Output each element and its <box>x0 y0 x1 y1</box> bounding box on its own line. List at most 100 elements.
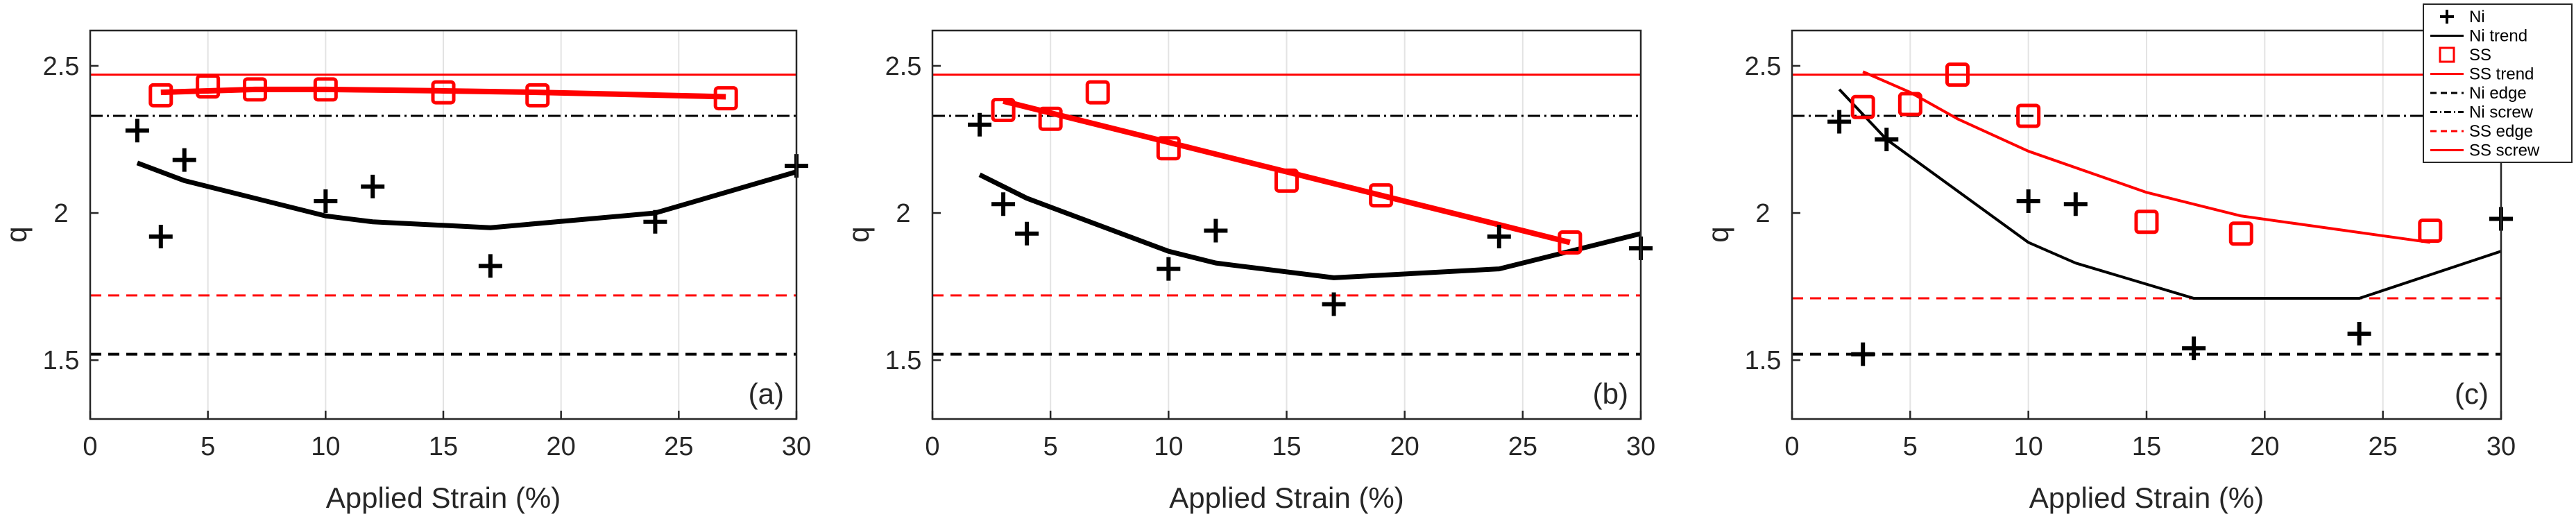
y-tick-label: 2.5 <box>885 52 922 81</box>
ni-point <box>1827 110 1852 134</box>
x-tick-label: 30 <box>1626 432 1655 461</box>
ss-point <box>525 83 550 108</box>
ni-point <box>2347 321 2371 345</box>
x-tick-label: 10 <box>2014 432 2043 461</box>
x-tick-label: 5 <box>1043 432 1058 461</box>
ss-point <box>1897 92 1922 117</box>
legend-item: Ni edge <box>2430 84 2527 103</box>
legend-label: Ni screw <box>2469 103 2534 122</box>
ss-point <box>1558 230 1583 255</box>
ss-point <box>1850 94 1875 119</box>
chart-panel-b: 0 5 10 15 20 25 30 1.5 2 2.5 Applied Strain (%) q (b… <box>842 29 1655 514</box>
panel-label: (a) <box>749 377 784 410</box>
ni-point <box>478 254 502 278</box>
ss-point <box>313 77 338 102</box>
legend-label: Ni trend <box>2469 27 2527 46</box>
x-axis-title: Applied Strain (%) <box>1169 481 1404 514</box>
ss-point <box>1369 183 1394 208</box>
ni-point <box>1157 257 1181 281</box>
x-tick-label: 20 <box>1390 432 1419 461</box>
ni-trend-line <box>978 172 1641 280</box>
ss-point <box>2134 210 2159 234</box>
y-tick-label: 2.5 <box>1745 52 1782 81</box>
x-tick-label: 15 <box>429 432 458 461</box>
x-tick-label: 0 <box>925 432 939 461</box>
ni-point <box>125 119 149 143</box>
x-tick-label: 30 <box>782 432 811 461</box>
panel-label: (c) <box>2455 377 2489 410</box>
ss-point <box>2228 221 2253 246</box>
ni-point <box>1322 292 1346 316</box>
ss-point <box>1945 62 1970 87</box>
ss-point <box>431 80 456 105</box>
legend-item: Ni trend <box>2430 27 2527 46</box>
y-tick-label: 2 <box>896 199 910 228</box>
y-axis-title: q <box>842 226 875 242</box>
ni-point <box>1487 224 1511 248</box>
ni-point <box>1204 219 1228 243</box>
y-tick-label: 1.5 <box>43 346 80 375</box>
ni-point <box>314 189 338 214</box>
legend-box <box>2423 3 2573 163</box>
legend-swatch <box>2439 46 2455 63</box>
ni-point <box>148 224 173 248</box>
ss-point <box>1085 80 1110 105</box>
ni-point <box>1875 127 1899 151</box>
x-tick-label: 5 <box>201 432 215 461</box>
ss-point <box>991 98 1016 123</box>
x-tick-label: 20 <box>2250 432 2279 461</box>
x-tick-label: 0 <box>83 432 97 461</box>
y-tick-label: 1.5 <box>885 346 922 375</box>
y-tick-label: 2 <box>53 199 68 228</box>
ni-point <box>2182 336 2206 361</box>
legend-item: Ni <box>2440 8 2485 26</box>
ni-point <box>172 148 196 172</box>
ss-point <box>2016 103 2041 128</box>
x-tick-label: 25 <box>1508 432 1537 461</box>
ss-point <box>196 74 221 99</box>
ss-point <box>1156 136 1181 161</box>
y-axis-title: q <box>0 226 33 242</box>
ss-point <box>1038 106 1063 131</box>
ss-trend-line <box>160 86 726 100</box>
x-tick-label: 0 <box>1784 432 1799 461</box>
legend-label: SS screw <box>2469 142 2540 160</box>
legend-label: Ni edge <box>2469 84 2527 103</box>
x-tick-label: 20 <box>547 432 576 461</box>
x-tick-label: 10 <box>311 432 340 461</box>
chart-panel-a: 0 5 10 15 20 25 30 1.5 2 2.5 Applied Strain (%) q (a… <box>0 29 811 514</box>
legend-item: SS <box>2439 46 2491 65</box>
y-tick-label: 2 <box>1755 199 1770 228</box>
legend-label: Ni <box>2469 8 2485 26</box>
ni-point <box>2063 192 2088 216</box>
legend-item: SS screw <box>2430 142 2540 160</box>
x-axis-title: Applied Strain (%) <box>326 481 561 514</box>
x-tick-label: 10 <box>1154 432 1183 461</box>
ni-point <box>2016 189 2040 214</box>
ss-point <box>243 77 268 102</box>
panel-label: (b) <box>1593 377 1628 410</box>
x-tick-label: 5 <box>1903 432 1918 461</box>
ss-point <box>713 86 738 111</box>
x-tick-label: 25 <box>2369 432 2398 461</box>
ni-point <box>643 210 667 234</box>
legend-label: SS trend <box>2469 65 2534 84</box>
x-tick-label: 30 <box>2487 432 2516 461</box>
ni-point <box>1015 221 1039 246</box>
ss-point <box>148 83 173 108</box>
x-axis-title: Applied Strain (%) <box>2029 481 2264 514</box>
legend-item: SS edge <box>2430 122 2533 141</box>
ni-point <box>1851 342 1875 366</box>
x-tick-label: 25 <box>664 432 693 461</box>
ss-point <box>1274 168 1299 193</box>
ni-point <box>991 192 1016 216</box>
legend-label: SS <box>2469 46 2491 65</box>
chart-panel-c: 0 5 10 15 20 25 30 1.5 2 2.5 Applied Strain (%) q (c… <box>1702 29 2516 514</box>
x-tick-label: 15 <box>2132 432 2161 461</box>
legend-label: SS edge <box>2469 122 2533 141</box>
ss-point <box>2418 218 2443 243</box>
y-axis-title: q <box>1702 226 1734 242</box>
y-tick-label: 1.5 <box>1745 346 1782 375</box>
